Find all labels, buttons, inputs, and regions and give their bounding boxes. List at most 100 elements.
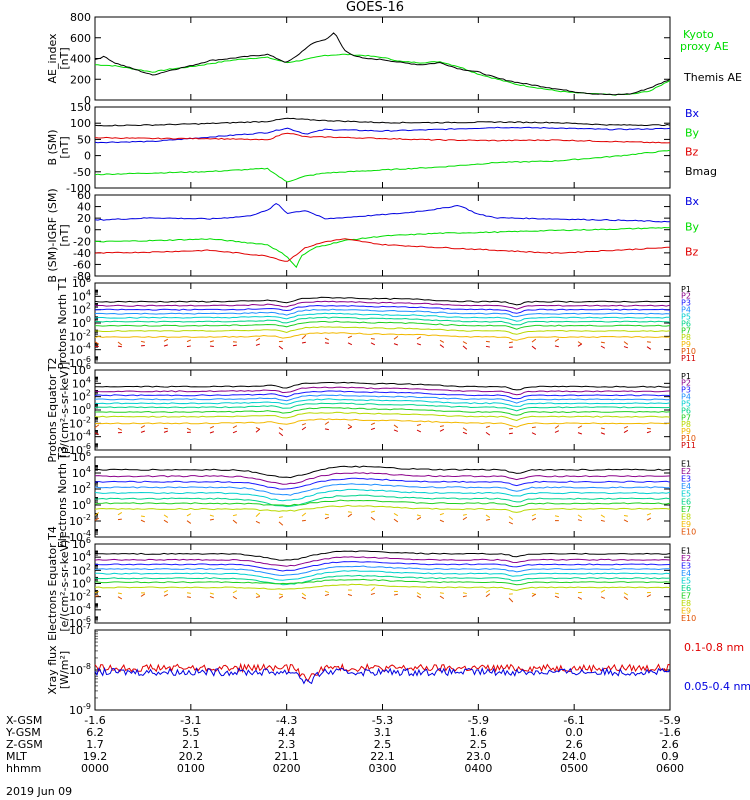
panel-frame bbox=[94, 369, 671, 451]
series-segment bbox=[232, 514, 237, 517]
y-tick-label: 10-4 bbox=[69, 429, 91, 444]
y-tick-label: 10-4 bbox=[69, 342, 91, 357]
series-segment bbox=[370, 516, 376, 521]
y-tick-label: 60 bbox=[77, 189, 91, 202]
series-segment bbox=[347, 426, 353, 430]
series-segment bbox=[347, 593, 352, 597]
legend-item: P5 bbox=[681, 312, 691, 321]
y-tick-label: 10-4 bbox=[69, 529, 91, 544]
series-segment bbox=[324, 428, 329, 431]
series-line bbox=[94, 583, 671, 591]
panel-frame bbox=[94, 194, 671, 277]
ephemeris-value: 0400 bbox=[464, 762, 493, 775]
legend-item: P4 bbox=[681, 393, 691, 402]
legend-item: E9 bbox=[681, 606, 691, 615]
series-line bbox=[94, 666, 671, 685]
series-segment bbox=[623, 592, 629, 596]
y-tick-label: 10-6 bbox=[69, 442, 91, 457]
series-segment bbox=[439, 595, 445, 600]
y-axis-label-unit: [p/(cm²-s-sr-keV)] bbox=[58, 362, 71, 459]
y-tick-label: 100 bbox=[72, 402, 91, 417]
legend-item: P1 bbox=[681, 285, 691, 294]
legend-item: By bbox=[685, 220, 700, 233]
series-segment bbox=[554, 338, 560, 342]
series-segment bbox=[508, 432, 513, 435]
legend-item: E10 bbox=[681, 528, 696, 537]
series-segment bbox=[94, 432, 100, 435]
series-segment bbox=[577, 596, 583, 600]
series-segment bbox=[577, 425, 583, 429]
y-axis-label-unit: [nT] bbox=[58, 224, 71, 246]
series-line bbox=[94, 381, 671, 391]
y-axis-label-unit: [e/(cm²-s-sr-keV)] bbox=[58, 535, 71, 631]
series-line bbox=[94, 411, 671, 422]
series-segment bbox=[646, 427, 651, 430]
y-tick-label: 0 bbox=[84, 94, 91, 107]
series-segment bbox=[301, 512, 307, 517]
series-segment bbox=[439, 425, 444, 427]
y-tick-label: -50 bbox=[73, 166, 91, 179]
series-segment bbox=[186, 345, 191, 348]
y-tick-label: -20 bbox=[73, 235, 91, 248]
series-line bbox=[95, 465, 671, 479]
series-segment bbox=[439, 512, 444, 516]
series-segment bbox=[140, 593, 146, 597]
series-segment bbox=[531, 593, 537, 597]
series-segment bbox=[255, 337, 261, 341]
legend-item: P9 bbox=[681, 427, 691, 436]
series-segment bbox=[324, 516, 330, 520]
y-tick-label: 10-7 bbox=[69, 622, 91, 637]
ephemeris-value: -6.1 bbox=[563, 714, 585, 727]
ephemeris-value: -3.1 bbox=[180, 714, 202, 727]
series-segment bbox=[278, 432, 284, 437]
y-axis-label: Protons North T1 bbox=[56, 277, 69, 370]
series-segment bbox=[163, 338, 169, 342]
series-segment bbox=[370, 587, 376, 592]
series-segment bbox=[554, 592, 559, 595]
series-segment bbox=[416, 514, 421, 517]
legend-item: P11 bbox=[681, 354, 696, 363]
y-tick-label: 50 bbox=[77, 133, 91, 146]
series-segment bbox=[393, 512, 399, 517]
y-tick-label: 10-4 bbox=[69, 602, 91, 617]
series-segment bbox=[324, 513, 329, 516]
series-segment bbox=[278, 345, 284, 350]
series-segment bbox=[393, 335, 399, 340]
series-segment bbox=[646, 341, 651, 343]
ephemeris-value: 22.1 bbox=[370, 750, 395, 763]
series-segment bbox=[163, 430, 168, 433]
series-segment bbox=[600, 345, 606, 349]
legend-item: 0.05-0.4 nm bbox=[684, 680, 750, 693]
series-segment bbox=[531, 517, 537, 521]
series-segment bbox=[186, 596, 191, 598]
series-segment bbox=[623, 515, 628, 517]
series-segment bbox=[186, 513, 192, 517]
ephemeris-value: -5.9 bbox=[467, 714, 490, 727]
y-tick-label: 104 bbox=[72, 375, 91, 390]
series-segment bbox=[117, 511, 123, 516]
y-tick-label: 10-2 bbox=[69, 589, 91, 604]
series-line bbox=[94, 332, 671, 341]
series-segment bbox=[600, 341, 605, 344]
y-tick-label: 10-9 bbox=[69, 702, 91, 717]
y-axis-label-unit: [W/m²] bbox=[58, 651, 71, 689]
ephemeris-value: 5.5 bbox=[182, 726, 200, 739]
legend-item: E6 bbox=[681, 497, 691, 506]
legend-item: Kyoto bbox=[683, 28, 714, 41]
y-tick-label: 200 bbox=[70, 73, 91, 86]
series-segment bbox=[462, 431, 468, 435]
series-line bbox=[94, 477, 671, 490]
series-line bbox=[94, 386, 671, 396]
legend-item: E8 bbox=[681, 599, 691, 608]
y-tick-label: 100 bbox=[72, 315, 91, 330]
legend-item: E2 bbox=[681, 554, 691, 563]
series-segment bbox=[508, 521, 514, 525]
series-segment bbox=[416, 592, 422, 596]
y-tick-label: 100 bbox=[70, 117, 91, 130]
series-segment bbox=[623, 346, 628, 349]
legend-item: E8 bbox=[681, 513, 691, 522]
series-line bbox=[94, 304, 671, 314]
legend-item: E3 bbox=[681, 561, 691, 570]
ephemeris-value: 20.2 bbox=[178, 750, 204, 763]
series-segment bbox=[600, 427, 605, 430]
